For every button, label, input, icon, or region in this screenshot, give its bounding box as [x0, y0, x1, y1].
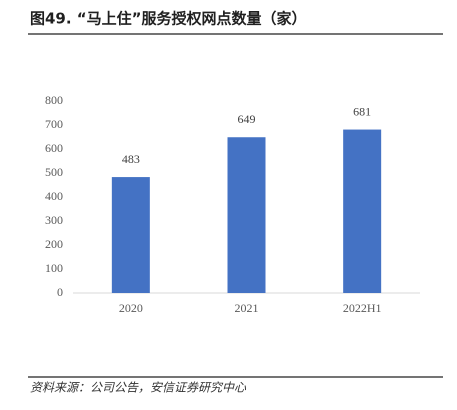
value-label: 681: [353, 104, 371, 118]
x-tick-label: 2020: [119, 301, 143, 315]
bar: [111, 177, 150, 293]
x-tick-label: 2022H1: [343, 301, 382, 315]
y-tick-label: 700: [45, 117, 63, 131]
y-tick-label: 800: [45, 93, 63, 107]
bar: [227, 137, 266, 293]
value-label: 649: [238, 112, 256, 126]
chart-title: 图49. “马上住”服务授权网点数量（家）: [30, 10, 307, 28]
y-tick-label: 400: [45, 189, 63, 203]
y-tick-label: 200: [45, 237, 63, 251]
bar: [343, 129, 382, 293]
y-tick-label: 0: [57, 285, 63, 299]
y-tick-label: 100: [45, 261, 63, 275]
y-tick-label: 300: [45, 213, 63, 227]
value-label: 483: [122, 152, 140, 166]
x-tick-label: 2021: [235, 301, 259, 315]
y-tick-label: 500: [45, 165, 63, 179]
source-note: 资料来源：公司公告，安信证券研究中心: [30, 381, 247, 395]
y-tick-label: 600: [45, 141, 63, 155]
